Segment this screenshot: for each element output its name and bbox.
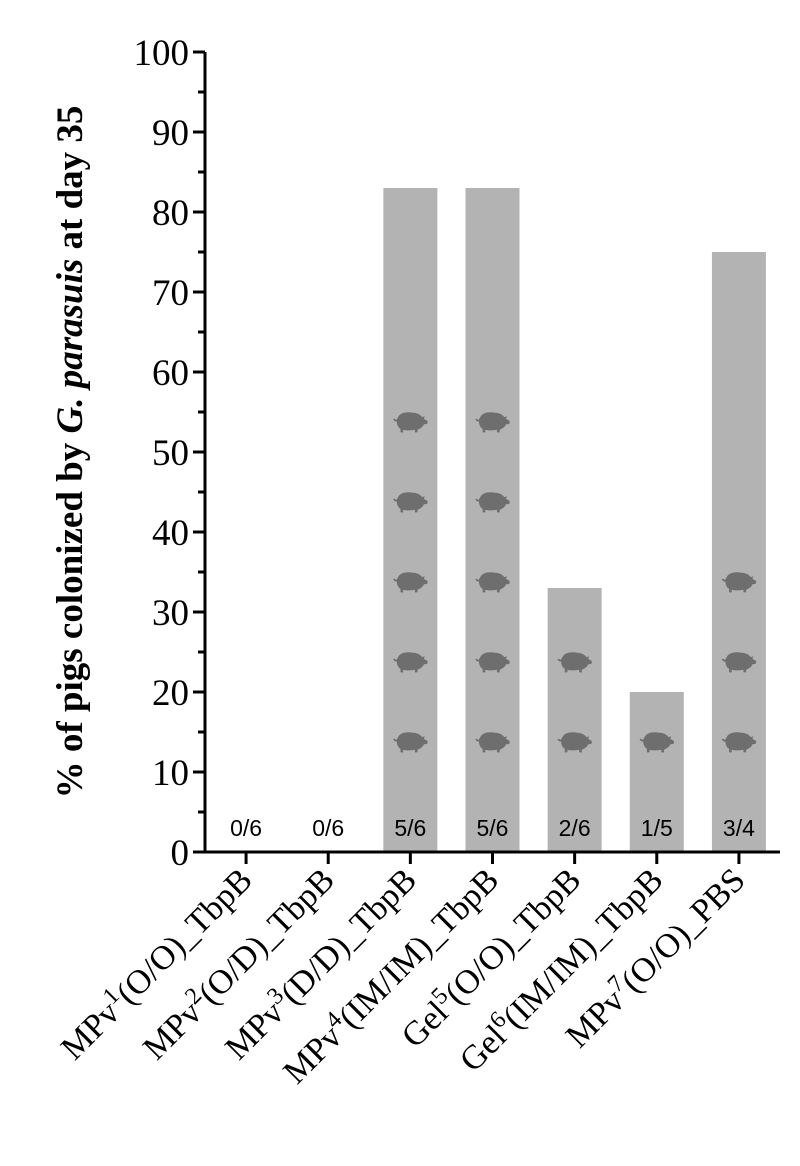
y-tick-label: 0 <box>171 833 190 874</box>
y-tick-label: 70 <box>152 273 189 314</box>
count-label: 2/6 <box>559 815 591 841</box>
y-tick-label: 40 <box>152 513 189 554</box>
count-label: 1/5 <box>641 815 673 841</box>
y-tick-label: 90 <box>152 113 189 154</box>
y-tick-label: 10 <box>152 753 189 794</box>
count-label: 5/6 <box>394 815 426 841</box>
bar <box>383 188 438 852</box>
y-axis-title: % of pigs colonized by G. parasuis at da… <box>50 106 91 799</box>
count-label: 0/6 <box>312 815 344 841</box>
bar <box>629 692 684 852</box>
y-tick-label: 30 <box>152 593 189 634</box>
bar <box>547 588 602 852</box>
count-label: 0/6 <box>230 815 262 841</box>
y-tick-label: 60 <box>152 353 189 394</box>
y-tick-label: 50 <box>152 433 189 474</box>
y-tick-label: 100 <box>134 33 190 74</box>
bar <box>465 188 520 852</box>
y-tick-label: 20 <box>152 673 189 714</box>
bar <box>711 252 766 852</box>
y-tick-label: 80 <box>152 193 189 234</box>
count-label: 3/4 <box>723 815 755 841</box>
count-label: 5/6 <box>477 815 509 841</box>
